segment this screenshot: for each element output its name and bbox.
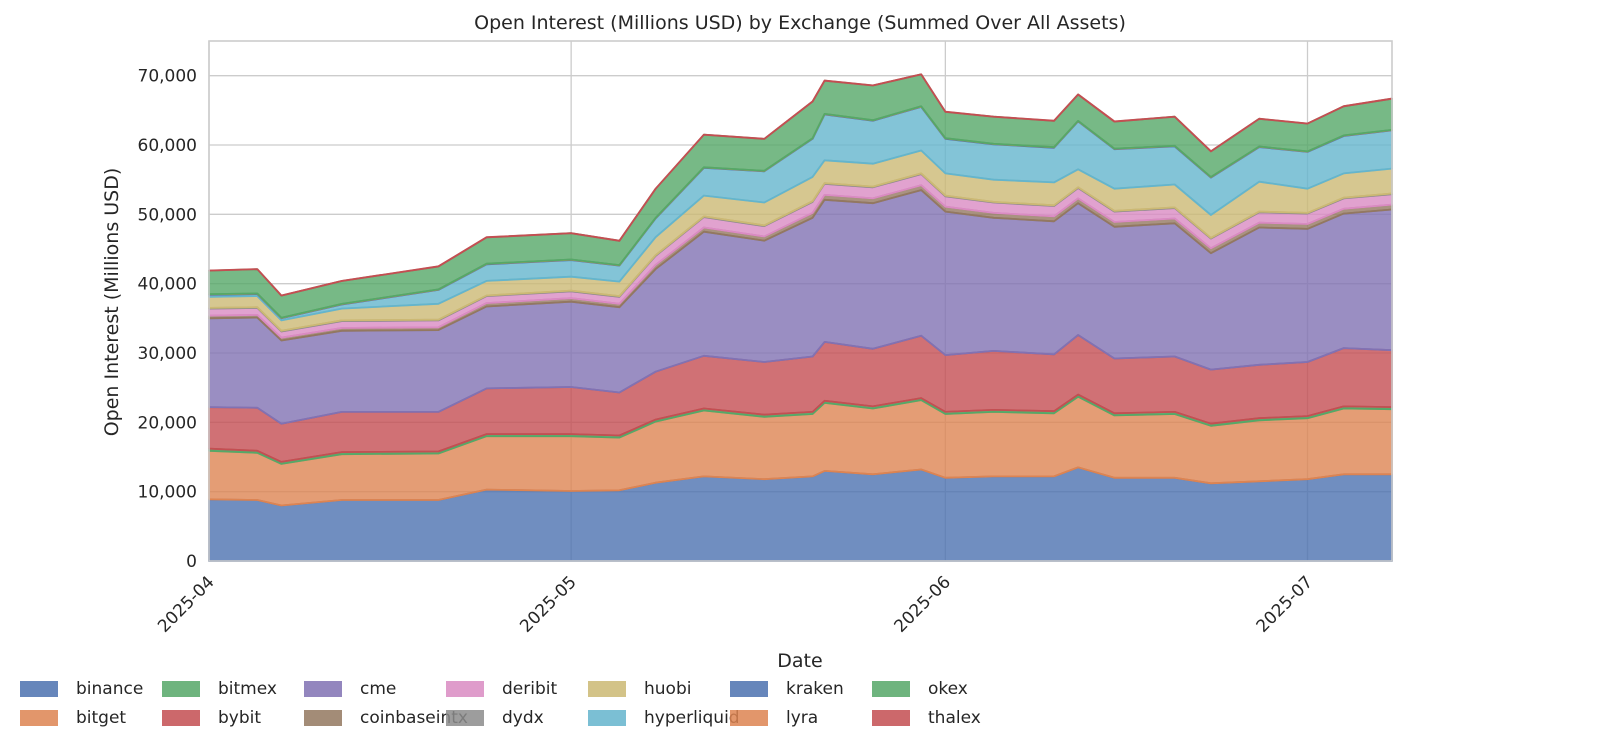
- legend-label: okex: [928, 679, 968, 699]
- x-tick-label: 2025-06: [891, 572, 955, 636]
- legend-swatch: [20, 710, 58, 726]
- y-tick-label: 50,000: [138, 205, 197, 225]
- legend-swatch: [730, 710, 768, 726]
- y-tick-label: 0: [186, 552, 197, 572]
- x-tick-label: 2025-05: [516, 572, 580, 636]
- x-axis-label: Date: [777, 650, 822, 670]
- legend-swatch: [730, 681, 768, 697]
- legend-label: kraken: [786, 679, 844, 699]
- y-tick-label: 20,000: [138, 413, 197, 433]
- legend-label: coinbaseintx: [360, 708, 468, 728]
- legend-label: bybit: [218, 708, 262, 728]
- y-tick-label: 10,000: [138, 483, 197, 503]
- y-tick-label: 70,000: [138, 67, 197, 87]
- legend-label: thalex: [928, 708, 981, 728]
- plot-frame: [208, 40, 1393, 562]
- legend-swatch: [304, 681, 342, 697]
- legend-swatch: [162, 710, 200, 726]
- legend-item-bybit: bybit: [162, 705, 261, 731]
- legend-label: bitget: [76, 708, 127, 728]
- area-layer: [208, 73, 1393, 562]
- x-tick-label: 2025-04: [154, 572, 218, 636]
- legend-item-deribit: deribit: [446, 676, 557, 702]
- x-tick-label: 2025-07: [1253, 572, 1317, 636]
- legend-label: deribit: [502, 679, 558, 699]
- legend-label: hyperliquid: [644, 708, 740, 728]
- legend-item-hyperliquid: hyperliquid: [588, 705, 740, 731]
- legend-item-cme: cme: [304, 676, 396, 702]
- legend-swatch: [588, 710, 626, 726]
- legend-label: huobi: [644, 679, 692, 699]
- legend-item-bitget: bitget: [20, 705, 126, 731]
- y-tick-label: 40,000: [138, 275, 197, 295]
- legend-swatch: [304, 710, 342, 726]
- legend-swatch: [872, 710, 910, 726]
- legend-label: cme: [360, 679, 397, 699]
- legend-label: bitmex: [218, 679, 277, 699]
- legend-label: binance: [76, 679, 144, 699]
- legend-swatch: [162, 681, 200, 697]
- legend-item-coinbaseintx: coinbaseintx: [304, 705, 468, 731]
- y-tick-labels: 0 10,000 20,000 30,000 40,000 50,000 60,000 70,…: [138, 67, 197, 572]
- legend-swatch: [446, 681, 484, 697]
- y-axis-label: Open Interest (Millions USD): [101, 168, 123, 437]
- y-tick-label: 60,000: [138, 136, 197, 156]
- legend-item-dydx: dydx: [446, 705, 544, 731]
- chart-title: Open Interest (Millions USD) by Exchange…: [474, 12, 1126, 34]
- legend-swatch: [20, 681, 58, 697]
- legend-swatch: [446, 710, 484, 726]
- legend-item-okex: okex: [872, 676, 968, 702]
- legend-item-huobi: huobi: [588, 676, 691, 702]
- legend-item-thalex: thalex: [872, 705, 981, 731]
- legend-label: lyra: [786, 708, 819, 728]
- stacked-area-chart: 0 10,000 20,000 30,000 40,000 50,000 60,000 70,…: [101, 12, 1393, 670]
- legend-swatch: [872, 681, 910, 697]
- legend-item-kraken: kraken: [730, 676, 844, 702]
- legend-swatch: [588, 681, 626, 697]
- legend-item-bitmex: bitmex: [162, 676, 277, 702]
- x-tick-labels: 2025-04 2025-05 2025-06 2025-07: [154, 572, 1317, 636]
- legend-item-lyra: lyra: [730, 705, 818, 731]
- legend-item-binance: binance: [20, 676, 143, 702]
- legend-label: dydx: [502, 708, 544, 728]
- y-tick-label: 30,000: [138, 344, 197, 364]
